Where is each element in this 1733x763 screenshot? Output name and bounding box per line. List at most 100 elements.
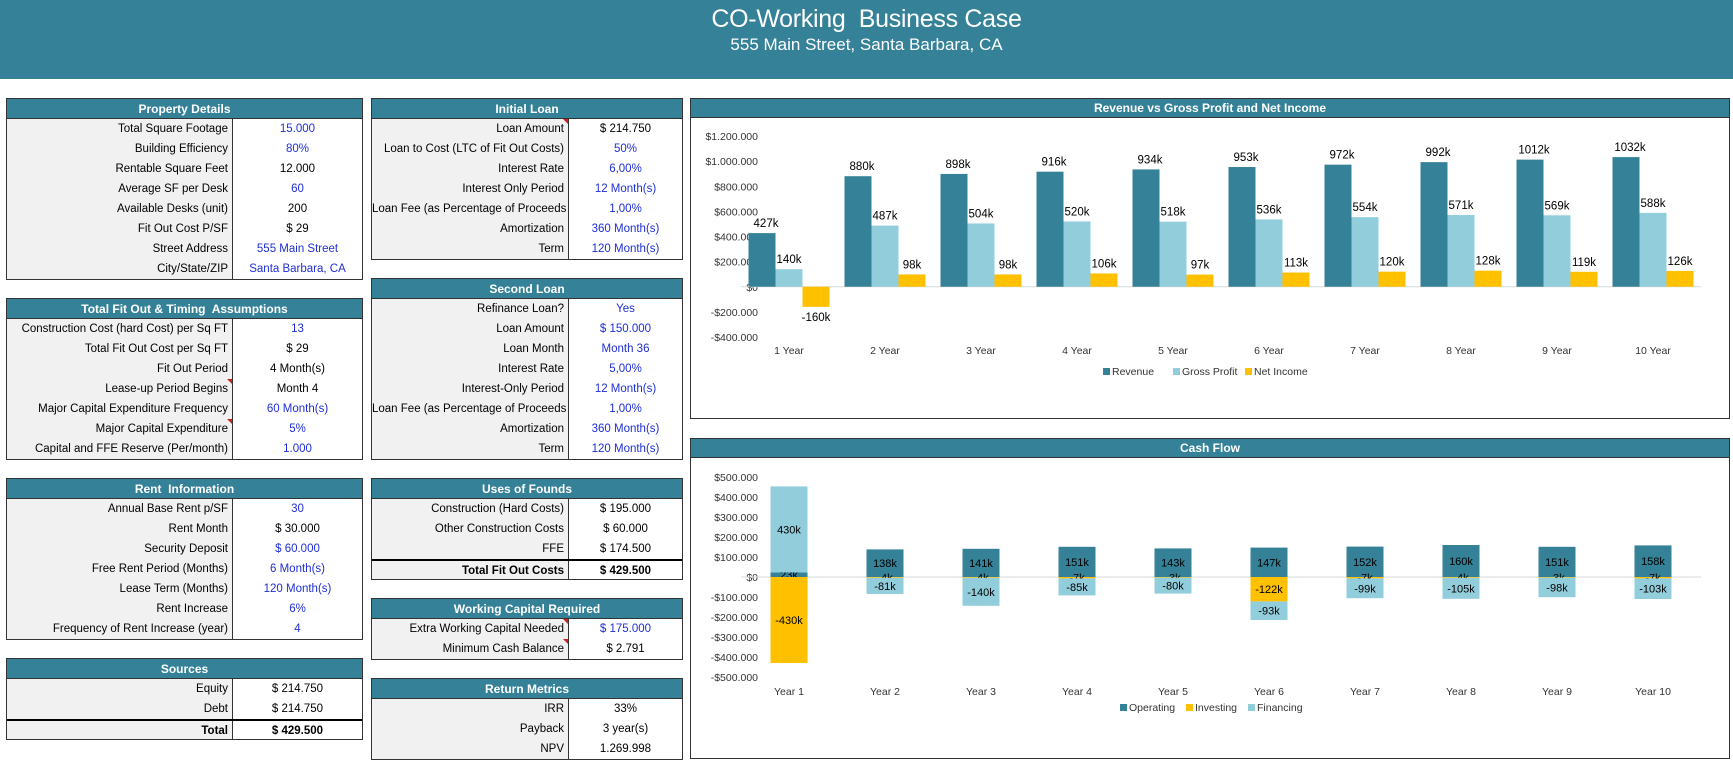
data-label: -140k <box>967 587 995 599</box>
row-value[interactable]: 360 Month(s) <box>591 223 660 235</box>
row-value[interactable]: $ 30.000 <box>275 523 320 535</box>
row-value[interactable]: 15.000 <box>279 123 316 135</box>
data-label: 880k <box>850 161 875 173</box>
row-value[interactable]: 5% <box>289 423 306 435</box>
bar-financing <box>1538 577 1576 598</box>
row-value[interactable]: 360 Month(s) <box>591 423 660 435</box>
bar-financing <box>1346 578 1384 599</box>
x-category-label: 6 Year <box>1254 345 1284 357</box>
bar-investing <box>962 577 1000 578</box>
row-value[interactable]: $ 429.500 <box>599 565 652 577</box>
table-row: Other Construction Costs $ 60.000 <box>372 519 682 539</box>
row-value[interactable]: 1,00% <box>609 403 642 415</box>
row-value[interactable]: 4 <box>294 623 301 635</box>
table-row: Refinance Loan? Yes <box>372 299 682 319</box>
y-tick-label: -$300.000 <box>711 632 758 644</box>
y-tick-label: -$400.000 <box>711 652 758 664</box>
row-value[interactable]: $ 429.500 <box>271 725 324 737</box>
table-row: Rent Month $ 30.000 <box>7 519 362 539</box>
table-row: City/State/ZIP Santa Barbara, CA <box>7 259 362 279</box>
row-value[interactable]: Yes <box>616 303 635 315</box>
row-label: Rent Month <box>7 519 233 539</box>
x-category-label: Year 6 <box>1254 686 1284 698</box>
x-category-label: Year 5 <box>1158 686 1188 698</box>
row-value[interactable]: $ 150.000 <box>599 323 652 335</box>
row-label: Total Fit Out Costs <box>372 561 569 579</box>
row-value[interactable]: 30 <box>291 503 304 515</box>
row-value[interactable]: $ 60.000 <box>275 543 320 555</box>
row-value[interactable]: 12 Month(s) <box>594 383 657 395</box>
row-value[interactable]: $ 60.000 <box>603 523 648 535</box>
table-row: Free Rent Period (Months) 6 Month(s) <box>7 559 362 579</box>
row-value[interactable]: 33% <box>613 703 638 715</box>
row-value[interactable]: 3 year(s) <box>602 723 649 735</box>
table-row: Construction (Hard Costs) $ 195.000 <box>372 499 682 519</box>
row-value[interactable]: $ 2.791 <box>606 643 645 655</box>
row-value[interactable]: 6 Month(s) <box>270 563 325 575</box>
row-value[interactable]: 4 Month(s) <box>270 363 325 375</box>
row-value[interactable]: $ 214.750 <box>599 123 652 135</box>
data-label: 147k <box>1257 557 1281 569</box>
row-value[interactable]: 6% <box>289 603 306 615</box>
table-row: Fit Out Period 4 Month(s) <box>7 359 362 379</box>
row-value[interactable]: $ 175.000 <box>599 623 652 635</box>
bar-net-income <box>1282 272 1310 287</box>
row-value[interactable]: $ 174.500 <box>599 543 652 555</box>
row-value[interactable]: $ 214.750 <box>271 703 324 715</box>
bar-net-income <box>1378 271 1406 287</box>
table-row: Loan Month Month 36 <box>372 339 682 359</box>
table-row: Capital and FFE Reserve (Per/month) 1.000 <box>7 439 362 459</box>
bar-net-income <box>994 274 1022 287</box>
row-value[interactable]: 120 Month(s) <box>591 243 660 255</box>
table-row: Rentable Square Feet 12.000 <box>7 159 362 179</box>
title-banner: CO-Working Business Case 555 Main Street… <box>0 0 1733 79</box>
row-value[interactable]: 12 Month(s) <box>594 183 657 195</box>
bar-operating <box>866 549 904 577</box>
working-capital-table: Working Capital Required Extra Working Ca… <box>371 598 683 660</box>
data-label: 113k <box>1284 258 1308 270</box>
table-row: Minimum Cash Balance $ 2.791 <box>372 639 682 659</box>
row-value[interactable]: $ 214.750 <box>271 683 324 695</box>
row-value[interactable]: 50% <box>613 143 638 155</box>
table-row: Major Capital Expenditure Frequency 60 Mo… <box>7 399 362 419</box>
row-value[interactable]: Month 36 <box>601 343 650 355</box>
row-value[interactable]: Month 4 <box>276 383 319 395</box>
bar-investing <box>770 577 808 663</box>
bar-operating <box>1154 548 1192 577</box>
row-value[interactable]: $ 29 <box>286 223 309 235</box>
row-value[interactable]: Santa Barbara, CA <box>249 263 346 275</box>
row-value[interactable]: 60 <box>291 183 304 195</box>
row-value[interactable]: 1.000 <box>283 443 312 455</box>
row-value[interactable]: 200 <box>287 203 308 215</box>
data-label: 106k <box>1092 258 1117 270</box>
data-label: 953k <box>1234 152 1259 164</box>
initial-loan-table: Initial Loan Loan Amount $ 214.750 Loan to … <box>371 98 683 260</box>
row-value[interactable]: 5,00% <box>609 363 642 375</box>
row-value[interactable]: 1.269.998 <box>599 743 652 755</box>
row-label: Term <box>372 239 569 259</box>
row-value[interactable]: $ 195.000 <box>599 503 652 515</box>
bar-operating <box>1634 545 1672 577</box>
row-value[interactable]: 13 <box>291 323 304 335</box>
bar-operating <box>1250 547 1288 577</box>
table-row: Loan Fee (as Percentage of Proceeds 1,00% <box>372 199 682 219</box>
row-label: Rent Increase <box>7 599 233 619</box>
x-category-label: 10 Year <box>1635 345 1671 357</box>
row-value[interactable]: 1,00% <box>609 203 642 215</box>
row-label: Annual Base Rent p/SF <box>7 499 233 519</box>
row-label: Interest-Only Period <box>372 379 569 399</box>
legend-label: Investing <box>1195 702 1237 714</box>
row-value[interactable]: 555 Main Street <box>256 243 339 255</box>
row-value[interactable]: $ 29 <box>286 343 309 355</box>
row-value[interactable]: 60 Month(s) <box>266 403 329 415</box>
row-value[interactable]: 12.000 <box>279 163 316 175</box>
bar-financing <box>962 577 1000 606</box>
row-value[interactable]: 80% <box>285 143 310 155</box>
row-value[interactable]: 120 Month(s) <box>263 583 332 595</box>
row-value[interactable]: 6,00% <box>609 163 642 175</box>
data-label: 119k <box>1572 257 1596 269</box>
y-tick-label: $200.000 <box>714 532 758 544</box>
row-label: Interest Only Period <box>372 179 569 199</box>
table-title: Uses of Founds <box>372 479 682 499</box>
row-value[interactable]: 120 Month(s) <box>591 443 660 455</box>
